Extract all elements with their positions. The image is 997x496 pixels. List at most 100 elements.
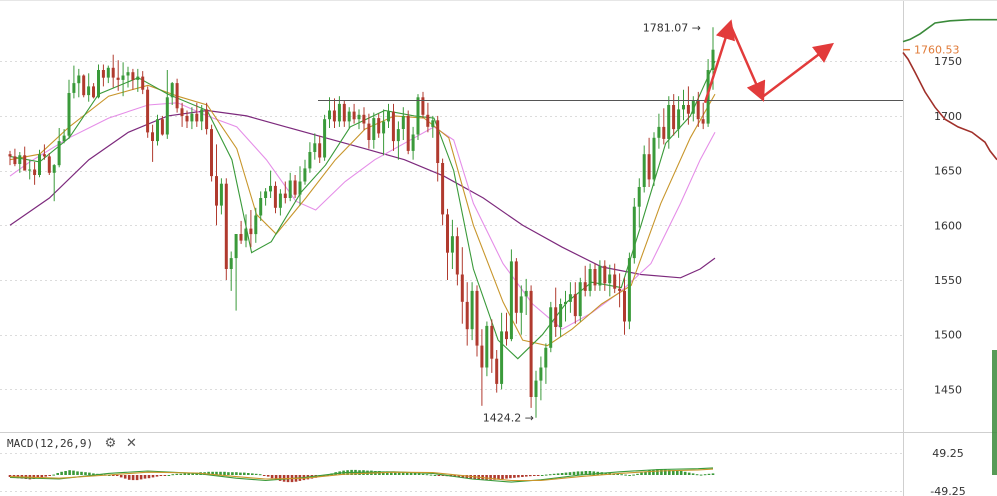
candle-body	[180, 108, 184, 116]
macd-tick-label: -49.25	[930, 485, 965, 496]
macd-histogram-bar	[707, 473, 711, 475]
candle-body	[13, 156, 17, 165]
candle-body	[387, 111, 390, 122]
candle-body	[480, 345, 484, 368]
macd-histogram-bar	[672, 470, 675, 475]
low-price-label: 1424.2 →	[483, 412, 534, 425]
macd-histogram-bar	[568, 472, 572, 475]
macd-histogram-bar	[695, 474, 699, 476]
price-tick-label: 1700	[934, 110, 962, 123]
candle-body	[308, 152, 312, 169]
macd-histogram-bar	[382, 471, 385, 475]
candle-body	[686, 105, 690, 114]
macd-histogram-bar	[517, 475, 520, 478]
macd-histogram-bar	[159, 475, 163, 476]
macd-histogram-bar	[620, 474, 623, 476]
macd-histogram-bar	[262, 475, 266, 476]
macd-histogram-bar	[564, 472, 568, 475]
candle-body	[62, 135, 66, 142]
candle-body	[8, 154, 12, 157]
candle-body	[549, 307, 553, 348]
macd-histogram-bar	[572, 471, 576, 475]
macd-histogram-bar	[652, 469, 655, 475]
candle-body	[391, 111, 395, 142]
macd-histogram-bar	[529, 475, 532, 477]
macd-histogram-bar	[135, 475, 139, 481]
macd-histogram-bar	[390, 471, 393, 475]
candle-body	[165, 97, 169, 135]
candle-body	[126, 72, 130, 76]
macd-histogram-bar	[413, 473, 417, 475]
candle-body	[38, 154, 41, 175]
macd-histogram-bar	[72, 470, 75, 475]
macd-histogram-bar	[676, 470, 679, 475]
macd-histogram-bar	[497, 475, 500, 480]
candle-body	[269, 185, 272, 192]
candle-body	[254, 215, 258, 235]
right-red-line	[902, 52, 997, 161]
macd-histogram-bar	[485, 475, 488, 480]
candle-body	[396, 129, 400, 142]
close-icon[interactable]: ✕	[126, 436, 137, 451]
current-price-label: 1760.53	[914, 44, 960, 57]
macd-histogram-bar	[401, 472, 405, 475]
macd-histogram-bar	[556, 473, 560, 475]
price-tick-label: 1550	[934, 274, 962, 287]
candle-body	[416, 97, 420, 135]
candle-body	[234, 234, 238, 259]
candle-body	[465, 301, 469, 330]
macd-histogram-bar	[219, 471, 222, 475]
macd-histogram-bar	[699, 474, 703, 476]
candle-body	[205, 109, 209, 130]
macd-histogram-bar	[580, 471, 584, 475]
macd-histogram-bar	[616, 473, 619, 475]
candle-body	[72, 83, 76, 93]
price-axis: 1750 1700 1650 1600 1550 1500 1450 1760.53	[903, 44, 962, 396]
candle-body	[436, 120, 440, 163]
macd-histogram-bar	[76, 471, 79, 475]
candle-body	[357, 114, 361, 120]
candle-body	[131, 72, 135, 80]
macd-histogram-bar	[417, 473, 421, 475]
candle-body	[618, 288, 622, 291]
macd-histogram-bar	[235, 472, 238, 475]
macd-histogram-bar	[441, 475, 445, 476]
candle-body	[293, 180, 297, 195]
gear-icon[interactable]: ⚙	[104, 436, 117, 451]
macd-histogram-bar	[92, 473, 95, 475]
candle-body	[431, 120, 435, 127]
macd-histogram-bar	[112, 475, 115, 476]
macd-histogram-bar	[544, 474, 548, 476]
candle-body	[77, 75, 81, 84]
candle-body	[28, 169, 32, 171]
candle-body	[146, 89, 150, 133]
macd-histogram-bar	[243, 472, 246, 475]
macd-histogram-bar	[636, 473, 639, 475]
macd-histogram-bar	[513, 475, 516, 478]
macd-histogram-bar	[274, 475, 278, 480]
candle-body	[273, 185, 277, 208]
macd-histogram-bar	[433, 475, 437, 476]
candle-body	[190, 113, 194, 122]
candle-body	[244, 228, 248, 241]
price-tick-label: 1500	[934, 329, 962, 342]
macd-histogram-bar	[687, 472, 691, 475]
candle-body	[608, 274, 612, 284]
candle-body	[278, 193, 282, 208]
macd-histogram-bar	[147, 475, 151, 479]
candle-body	[47, 156, 51, 173]
candlesticks	[8, 27, 715, 418]
macd-histogram-bar	[584, 471, 588, 475]
macd-histogram-bar	[624, 474, 627, 476]
macd-histogram-bar	[123, 475, 127, 479]
macd-histogram-bar	[489, 475, 492, 480]
candle-body	[475, 290, 479, 346]
macd-histogram-bar	[211, 471, 214, 475]
price-tick-label: 1750	[934, 55, 962, 68]
macd-histogram-bar	[592, 471, 596, 475]
macd-histogram-bar	[179, 473, 183, 475]
macd-histogram-bar	[215, 471, 218, 475]
projection-arrow-up	[703, 19, 735, 104]
macd-histogram-bar	[143, 475, 147, 479]
macd-histogram-bar	[679, 471, 683, 475]
